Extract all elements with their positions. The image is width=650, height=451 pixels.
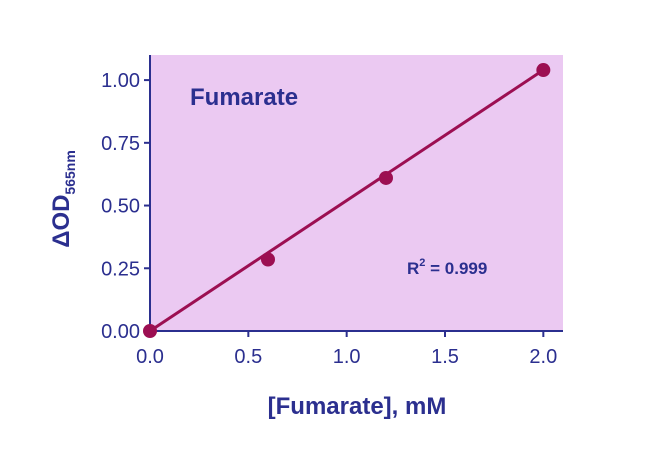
y-axis-title-subscript: 565nm bbox=[62, 150, 78, 194]
data-point bbox=[143, 324, 157, 338]
x-axis-ticks: 0.0 0.5 1.0 1.5 2.0 bbox=[136, 331, 557, 368]
y-axis-title-main: ΔOD bbox=[48, 195, 75, 248]
r-squared-annotation: R2 = 0.999 bbox=[407, 257, 487, 278]
y-axis-ticks: 0.00 0.25 0.50 0.75 1.00 bbox=[101, 70, 150, 343]
y-tick-label: 1.00 bbox=[101, 70, 140, 92]
y-tick-label: 0.50 bbox=[101, 196, 140, 218]
y-tick-label: 0.25 bbox=[101, 258, 140, 280]
data-point bbox=[379, 170, 393, 185]
data-point bbox=[536, 63, 551, 78]
x-axis-title: [Fumarate], mM bbox=[268, 393, 447, 420]
data-point bbox=[261, 252, 275, 267]
fit-line bbox=[149, 68, 545, 333]
x-tick-label: 0.0 bbox=[136, 346, 164, 368]
y-tick-label: 0.75 bbox=[101, 133, 140, 155]
r-squared-base: R bbox=[407, 259, 419, 278]
chart-title: Fumarate bbox=[190, 84, 298, 111]
r-squared-value: = 0.999 bbox=[425, 259, 487, 278]
x-tick-label: 1.5 bbox=[431, 346, 459, 368]
y-axis-title: ΔOD565nm bbox=[48, 150, 78, 248]
r-squared-superscript: 2 bbox=[419, 257, 425, 269]
x-tick-label: 2.0 bbox=[529, 346, 557, 368]
y-tick-label: 0.00 bbox=[101, 321, 140, 343]
data-points bbox=[143, 63, 551, 338]
x-tick-label: 0.5 bbox=[234, 346, 262, 368]
x-tick-label: 1.0 bbox=[333, 346, 361, 368]
